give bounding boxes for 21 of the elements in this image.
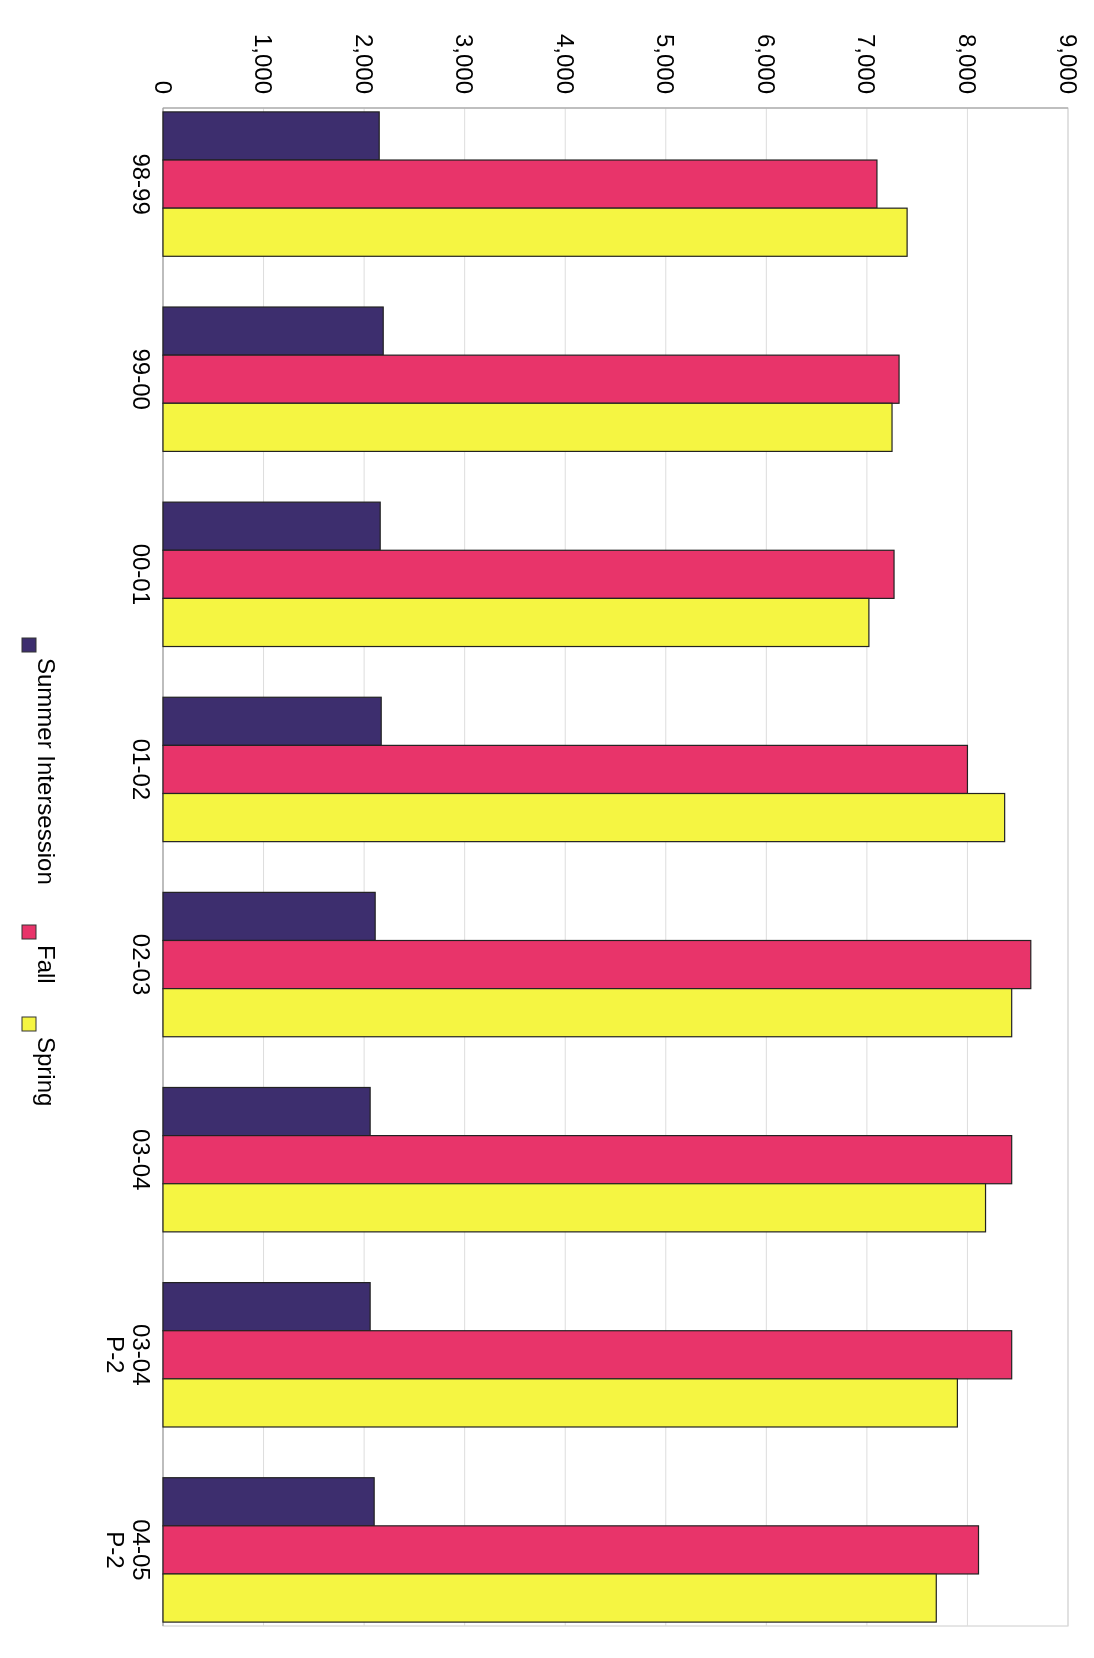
y-tick-label: 01-02: [128, 738, 155, 801]
x-tick-label: 5,000: [652, 33, 680, 94]
legend-label: Summer Intersession: [33, 658, 60, 885]
legend-label: Fall: [33, 945, 60, 984]
y-tick-label: 00-01: [128, 543, 155, 606]
y-tick-label: 02-03: [128, 933, 155, 996]
x-tick-label: 3,000: [451, 33, 479, 94]
y-tick-label: 03-04 P-2: [102, 1324, 155, 1386]
x-tick-label: 0: [149, 80, 177, 94]
y-tick-label: 98-99: [128, 153, 155, 215]
y-tick-label: 03-04: [128, 1128, 155, 1191]
x-tick-label: 8,000: [954, 33, 982, 94]
x-tick-label: 4,000: [551, 33, 579, 94]
x-tick-label: 6,000: [752, 33, 780, 94]
x-tick-label: 9,000: [1054, 33, 1082, 94]
x-tick-label: 7,000: [853, 33, 881, 94]
y-tick-label: 99-00: [128, 348, 155, 410]
y-tick-label: 04-05 P-2: [102, 1519, 155, 1581]
legend-label: Spring: [33, 1037, 60, 1107]
x-tick-label: 2,000: [350, 33, 378, 94]
x-tick-label: 1,000: [250, 33, 278, 94]
